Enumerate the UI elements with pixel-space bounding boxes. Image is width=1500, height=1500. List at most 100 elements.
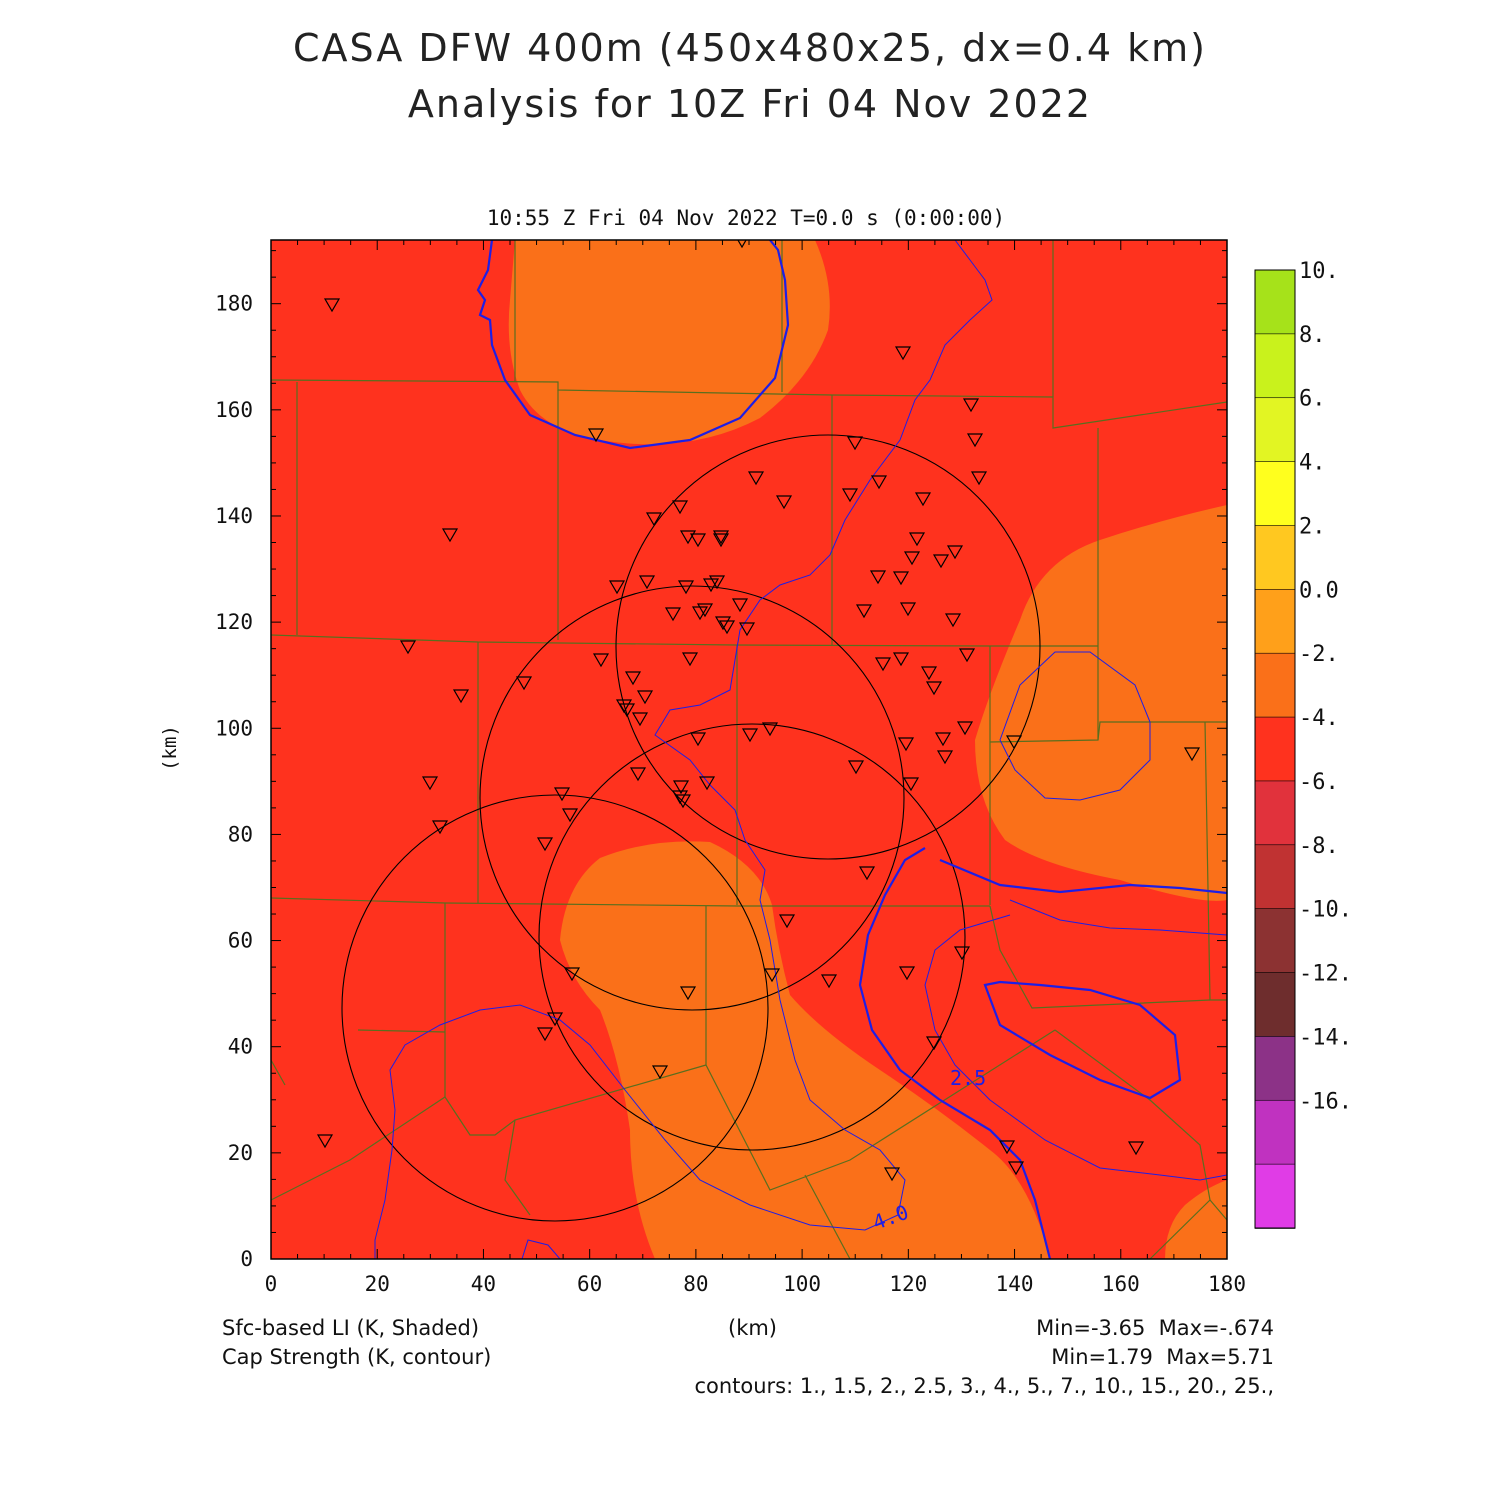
footer-cap-minmax: Min=1.79 Max=5.71 [1051, 1345, 1274, 1369]
colorbar-label: -12. [1299, 962, 1352, 987]
colorbar-swatch [1254, 652, 1296, 718]
station-marker [323, 298, 341, 313]
station-marker [399, 640, 417, 655]
map-title-line2: Analysis for 10Z Fri 04 Nov 2022 [407, 82, 1093, 126]
station-marker [645, 512, 663, 527]
station-marker [920, 666, 938, 681]
x-axis-label: (km) [728, 1316, 778, 1340]
colorbar-swatch [1254, 1099, 1296, 1165]
station-marker [712, 533, 730, 548]
station-marker [1005, 735, 1023, 750]
station-marker [536, 837, 554, 852]
colorbar-label: 0.0 [1299, 578, 1339, 603]
y-tick-label: 160 [215, 398, 253, 422]
x-tick-label: 160 [1102, 1272, 1140, 1296]
station-marker [618, 703, 636, 718]
station-marker [761, 722, 779, 737]
station-marker [956, 721, 974, 736]
colorbar-label: -14. [1299, 1025, 1352, 1050]
colorbar-swatch [1254, 1036, 1296, 1102]
station-marker [587, 428, 605, 443]
station-marker [553, 787, 571, 802]
station-marker [925, 1036, 943, 1051]
colorbar-labels: 10. 8. 6. 4. 2. 0.0 -2. -4. -6. -8. -10. -12. -14. -1… [1299, 259, 1352, 1114]
colorbar-label: 4. [1299, 451, 1326, 476]
y-tick-label: 0 [240, 1247, 253, 1271]
station-marker [452, 689, 470, 704]
y-tick-label: 40 [228, 1035, 253, 1059]
station-marker [696, 603, 714, 618]
station-marker [546, 1012, 564, 1027]
station-marker [631, 712, 649, 727]
station-marker [679, 986, 697, 1001]
li-region-east [975, 505, 1227, 901]
station-marker [932, 554, 950, 569]
colorbar-swatch [1254, 780, 1296, 846]
x-tick-label: 180 [1208, 1272, 1246, 1296]
station-marker [855, 604, 873, 619]
station-marker [902, 777, 920, 792]
station-marker [712, 530, 730, 545]
footer-contour-levels: contours: 1., 1.5, 2., 2.5, 3., 4., 5., … [694, 1374, 1274, 1398]
colorbar-label: -2. [1299, 642, 1339, 667]
x-tick-label: 80 [683, 1272, 708, 1296]
station-marker [899, 602, 917, 617]
station-marker [608, 580, 626, 595]
station-marker [946, 545, 964, 560]
y-axis-tick-labels: 0 20 40 60 80 100 120 140 160 180 [215, 292, 253, 1271]
station-marker [892, 652, 910, 667]
station-marker [638, 575, 656, 590]
footer-field-shaded: Sfc-based LI (K, Shaded) [222, 1316, 480, 1340]
y-tick-label: 60 [228, 929, 253, 953]
station-marker [747, 471, 765, 486]
colorbar-frame [1254, 269, 1296, 1229]
station-marker [738, 622, 756, 637]
station-marker [778, 914, 796, 929]
station-marker [958, 648, 976, 663]
colorbar-label: -4. [1299, 706, 1339, 731]
station-marker [677, 580, 695, 595]
station-marker [925, 681, 943, 696]
station-marker [441, 528, 459, 543]
colorbar-label: -6. [1299, 770, 1339, 795]
station-marker [936, 750, 954, 765]
valid-time-subtitle: 10:55 Z Fri 04 Nov 2022 T=0.0 s (0:00:00… [487, 206, 1005, 230]
station-marker [689, 533, 707, 548]
cap-strength-contours [374, 240, 1227, 1259]
x-tick-label: 100 [783, 1272, 821, 1296]
colorbar-swatch [1254, 589, 1296, 654]
contour-label-2p5: 2.5 [950, 1066, 986, 1090]
colorbar-swatch [1254, 333, 1296, 399]
station-marker [664, 607, 682, 622]
station-marker [698, 776, 716, 791]
station-marker [914, 492, 932, 507]
station-marker [316, 1134, 334, 1149]
station-marker [671, 500, 689, 515]
station-marker [858, 866, 876, 881]
station-marker [894, 346, 912, 361]
station-marker [846, 436, 864, 451]
y-tick-label: 180 [215, 292, 253, 316]
y-tick-label: 80 [228, 822, 253, 846]
li-region-south [560, 841, 1050, 1259]
county-boundaries [271, 240, 1227, 1259]
x-tick-label: 0 [265, 1272, 278, 1296]
station-marker [998, 1140, 1016, 1155]
station-marker [934, 732, 952, 747]
station-marker [674, 794, 692, 809]
colorbar-swatch [1254, 716, 1296, 782]
station-marker [421, 776, 439, 791]
station-marker [847, 760, 865, 775]
li-shading [271, 240, 1227, 1259]
station-marker [953, 946, 971, 961]
station-marker [718, 620, 736, 635]
station-marker [651, 1065, 669, 1080]
station-marker [741, 728, 759, 743]
station-marker [966, 433, 984, 448]
x-tick-label: 20 [365, 1272, 390, 1296]
station-marker [714, 616, 732, 631]
station-marker [883, 1167, 901, 1182]
station-marker [561, 808, 579, 823]
station-marker [708, 575, 726, 590]
